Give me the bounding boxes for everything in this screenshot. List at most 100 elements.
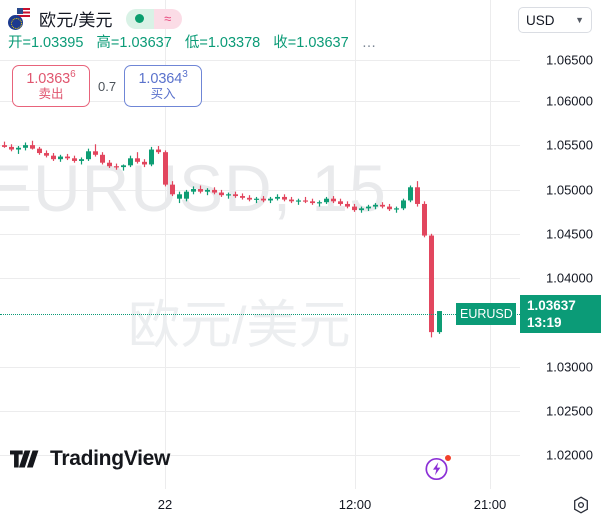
candle-body [338, 201, 343, 204]
price-axis-tick: 1.05500 [546, 137, 593, 153]
candle-body [437, 311, 442, 333]
candle-body [2, 145, 7, 147]
buy-price-sup: 3 [182, 68, 188, 80]
candle-body [44, 153, 49, 156]
approx-mode-button[interactable]: ≈ [153, 8, 182, 29]
buy-price: 1.03643 [138, 68, 188, 87]
candle-body [149, 149, 154, 165]
symbol-title: 欧元/美元 [39, 11, 113, 30]
ohlc-more-indicator[interactable]: … [361, 35, 378, 51]
gridline-vertical [490, 0, 491, 489]
approximately-equal-icon: ≈ [164, 11, 172, 26]
gridline-horizontal [0, 145, 520, 146]
candle-body [310, 201, 315, 204]
candle-body [93, 151, 98, 155]
candle-body [303, 200, 308, 202]
settings-gear-icon[interactable] [571, 495, 591, 515]
candle-body [317, 202, 322, 204]
candle-body [142, 161, 147, 165]
sell-price: 1.03636 [26, 68, 76, 87]
candle-body [135, 158, 140, 162]
price-axis-tick: 1.03000 [546, 359, 593, 375]
candle-body [254, 198, 259, 200]
gridline-horizontal [0, 190, 520, 191]
buy-button[interactable]: 1.03643 买入 [124, 65, 203, 107]
eu-us-flag-pair-icon [8, 7, 30, 30]
gridline-vertical [355, 0, 356, 489]
candle-body [212, 189, 217, 193]
candle-body [58, 156, 63, 160]
ohlc-low-label: 低 [184, 35, 200, 51]
gridline-horizontal [0, 411, 520, 412]
time-axis-tick: 12:00 [338, 497, 372, 512]
gridline-horizontal [0, 278, 520, 279]
candle-body [107, 162, 112, 167]
candle-body [23, 145, 28, 148]
candle-body [100, 154, 105, 163]
time-axis-tick: 21:00 [473, 497, 507, 512]
candle-body [156, 149, 161, 153]
ohlc-low-value: 1.03378 [207, 35, 261, 51]
symbol-legend-row: 欧元/美元 ≈ [8, 6, 182, 31]
ohlc-low: 低=1.03378 [184, 35, 261, 51]
candle-body [394, 208, 399, 210]
candle-body [121, 165, 126, 168]
candle-body [261, 198, 266, 201]
candle-body [72, 158, 77, 161]
lightning-bolt-icon [425, 457, 448, 481]
ohlc-open-label: 开 [8, 35, 23, 51]
buy-price-main: 1.0364 [138, 70, 183, 87]
candle-body [191, 189, 196, 192]
candle-body [275, 196, 280, 199]
price-axis-tick: 1.04500 [546, 226, 593, 242]
candle-body [16, 147, 21, 150]
candle-body [198, 189, 203, 192]
candle-body [177, 194, 182, 199]
tradingview-logo-icon [10, 450, 39, 468]
gridline-horizontal [0, 367, 520, 368]
candle-body [170, 184, 175, 195]
candle-body [282, 196, 287, 200]
current-price-time: 13:19 [527, 314, 562, 330]
candle-body [422, 203, 427, 236]
spread-value: 0.7 [98, 78, 117, 94]
realtime-mode-button[interactable] [125, 8, 154, 29]
tradingview-brand-logo[interactable]: TradingView [10, 447, 170, 471]
sell-button[interactable]: 1.03636 卖出 [12, 65, 90, 107]
sell-price-sup: 6 [70, 68, 76, 80]
chart-gridlines [0, 0, 520, 489]
candle-body [9, 146, 14, 150]
candle-body [268, 198, 273, 201]
brand-name: TradingView [50, 447, 171, 470]
candle-body [373, 204, 378, 207]
candle-body [331, 198, 336, 202]
sell-price-main: 1.0363 [26, 70, 71, 87]
candle-body [296, 200, 301, 202]
candle-body [219, 192, 224, 196]
currency-select[interactable]: USD ▼ [518, 7, 592, 33]
candle-body [51, 155, 56, 160]
ohlc-open-value: 1.03395 [30, 35, 84, 51]
ohlc-open: 开=1.03395 [8, 35, 84, 51]
candle-body [324, 198, 329, 203]
price-axis-tick: 1.04000 [546, 270, 593, 286]
series-label-tag: EURUSD [456, 303, 516, 325]
chart-mode-toggle[interactable]: ≈ [125, 8, 182, 29]
candle-body [128, 158, 133, 166]
price-axis-tick: 1.02500 [546, 403, 593, 419]
current-price-value: 1.03637 [527, 298, 576, 313]
ohlc-legend: 开=1.03395 高=1.03637 低=1.03378 收=1.03637 … [8, 31, 377, 52]
buy-label: 买入 [150, 86, 176, 101]
candle-body [352, 206, 357, 211]
current-price-badge[interactable]: 1.03637 13:19 [520, 295, 601, 333]
ohlc-close-label: 收 [273, 35, 288, 51]
ohlc-close-value: 1.03637 [296, 35, 349, 51]
time-axis[interactable]: 22 12:00 21:00 [0, 489, 601, 521]
candle-body [240, 196, 245, 198]
green-dot-icon [135, 14, 145, 23]
gridline-vertical [165, 0, 166, 489]
gridline-horizontal [0, 101, 520, 102]
price-axis[interactable]: 1.03637 13:19 1.06500 1.06000 1.05500 1.050… [520, 0, 601, 489]
lightning-bolt-button[interactable] [424, 454, 452, 482]
notification-dot-icon [444, 454, 452, 462]
